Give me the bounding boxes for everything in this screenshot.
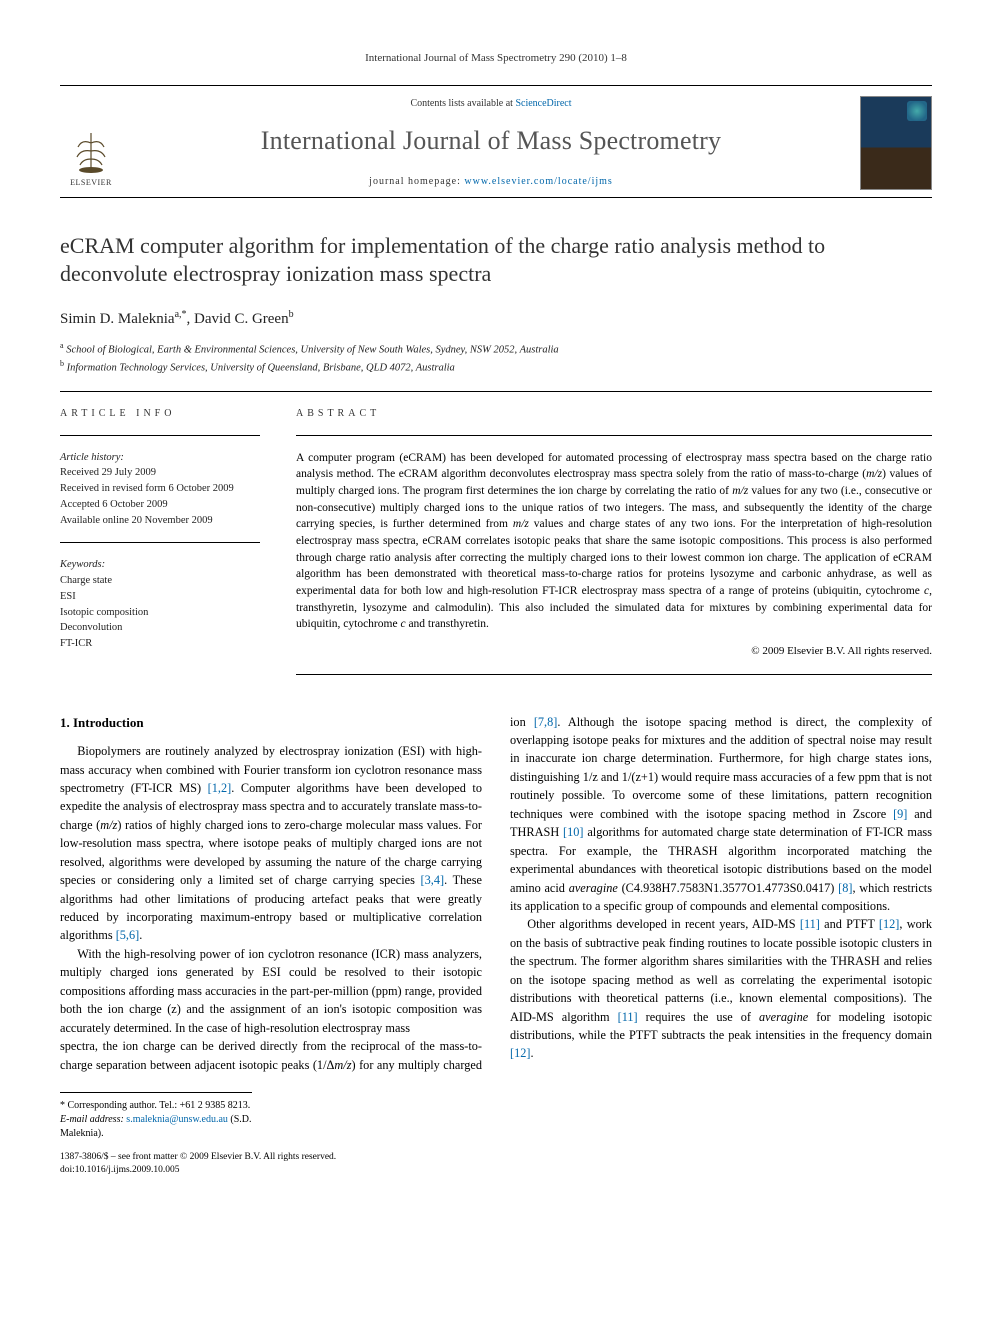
affiliation-a: School of Biological, Earth & Environmen… (66, 345, 558, 356)
contents-available-line: Contents lists available at ScienceDirec… (136, 96, 846, 111)
article-info-heading: ARTICLE INFO (60, 406, 260, 421)
homepage-prefix: journal homepage: (369, 176, 464, 187)
received-date: Received 29 July 2009 (60, 465, 260, 481)
keyword: Charge state (60, 573, 260, 589)
online-date: Available online 20 November 2009 (60, 513, 260, 529)
body-paragraph: Biopolymers are routinely analyzed by el… (60, 742, 482, 945)
front-matter-line: 1387-3806/$ – see front matter © 2009 El… (60, 1151, 496, 1164)
article-body: 1. Introduction Biopolymers are routinel… (60, 713, 932, 1074)
keyword: Deconvolution (60, 620, 260, 636)
revised-date: Received in revised form 6 October 2009 (60, 481, 260, 497)
journal-cover-thumb (860, 96, 932, 197)
author-1: Simin D. Maleknia (60, 311, 175, 327)
journal-masthead: ELSEVIER Contents lists available at Sci… (60, 85, 932, 198)
article-history: Article history: Received 29 July 2009 R… (60, 450, 260, 529)
sciencedirect-link[interactable]: ScienceDirect (515, 98, 571, 109)
author-1-affil-marker: a,* (175, 309, 187, 320)
doi-block: 1387-3806/$ – see front matter © 2009 El… (60, 1151, 496, 1178)
keyword: FT-ICR (60, 636, 260, 652)
journal-homepage-link[interactable]: www.elsevier.com/locate/ijms (464, 176, 612, 187)
publisher-name: ELSEVIER (70, 177, 112, 189)
abstract-heading: ABSTRACT (296, 406, 932, 421)
article-info-column: ARTICLE INFO Article history: Received 2… (60, 406, 260, 689)
journal-homepage-line: journal homepage: www.elsevier.com/locat… (136, 174, 846, 189)
keyword: ESI (60, 589, 260, 605)
corr-email-link[interactable]: s.maleknia@unsw.edu.au (126, 1114, 228, 1125)
corr-author-line: * Corresponding author. Tel.: +61 2 9385… (60, 1099, 252, 1113)
abstract-copyright: © 2009 Elsevier B.V. All rights reserved… (296, 643, 932, 660)
section-1-heading: 1. Introduction (60, 713, 482, 733)
corresponding-author-footnote: * Corresponding author. Tel.: +61 2 9385… (60, 1092, 252, 1141)
history-label: Article history: (60, 450, 260, 466)
doi-line: doi:10.1016/j.ijms.2009.10.005 (60, 1164, 496, 1177)
author-2-affil-marker: b (289, 309, 294, 320)
contents-prefix: Contents lists available at (410, 98, 515, 109)
abstract-text: A computer program (eCRAM) has been deve… (296, 450, 932, 633)
publisher-logo: ELSEVIER (60, 96, 122, 197)
journal-name: International Journal of Mass Spectromet… (136, 121, 846, 160)
author-2: , David C. Green (187, 311, 289, 327)
keyword: Isotopic composition (60, 605, 260, 621)
abstract-column: ABSTRACT A computer program (eCRAM) has … (296, 406, 932, 689)
elsevier-tree-icon (68, 129, 114, 175)
accepted-date: Accepted 6 October 2009 (60, 497, 260, 513)
affiliation-b: Information Technology Services, Univers… (67, 363, 455, 374)
keywords-block: Keywords: Charge state ESI Isotopic comp… (60, 557, 260, 652)
article-title: eCRAM computer algorithm for implementat… (60, 232, 932, 289)
body-paragraph: With the high-resolving power of ion cyc… (60, 945, 482, 1037)
author-list: Simin D. Malekniaa,*, David C. Greenb (60, 307, 932, 331)
affiliations: a School of Biological, Earth & Environm… (60, 340, 932, 377)
email-label: E-mail address: (60, 1114, 126, 1125)
divider (60, 391, 932, 392)
body-paragraph: Other algorithms developed in recent yea… (510, 915, 932, 1063)
keywords-label: Keywords: (60, 557, 260, 573)
running-head: International Journal of Mass Spectromet… (60, 50, 932, 67)
